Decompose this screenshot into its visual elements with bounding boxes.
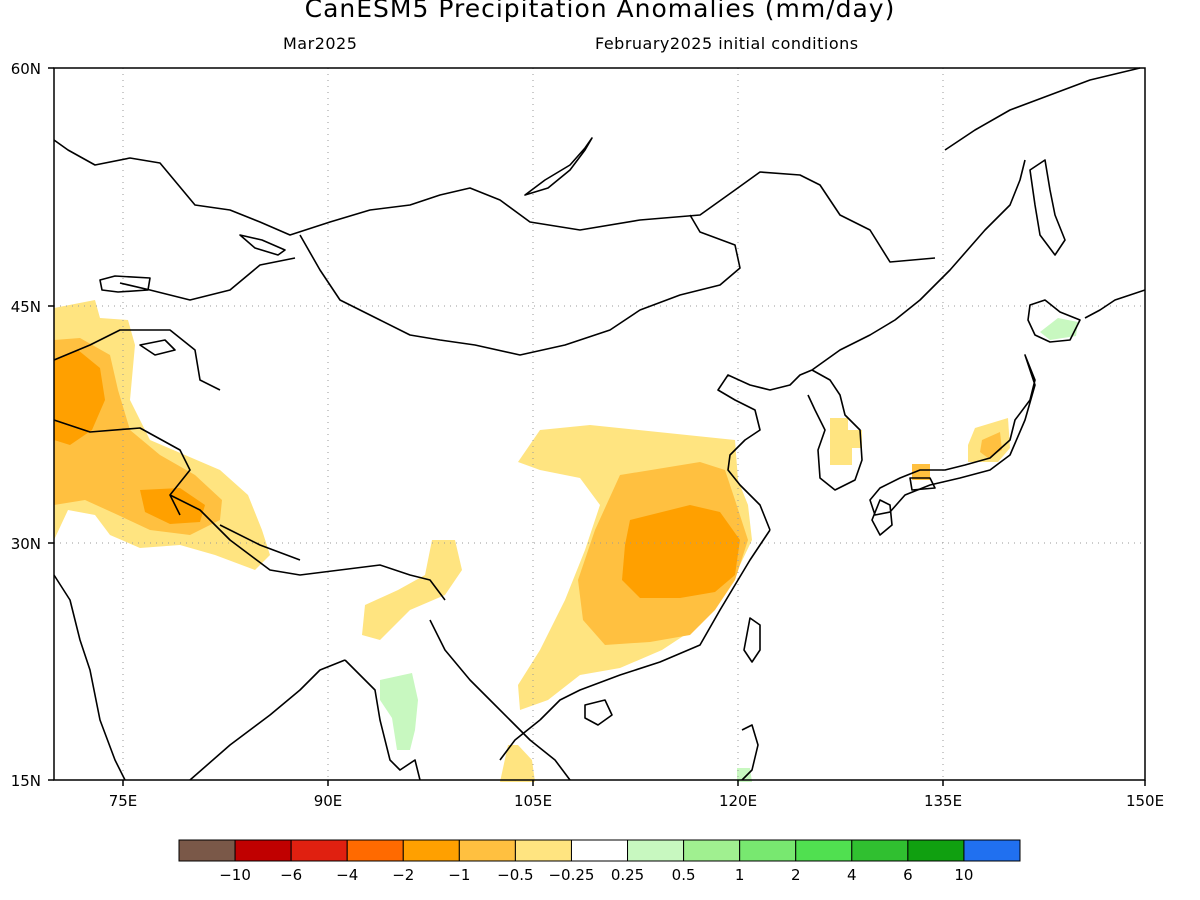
anomaly-assam [362,540,462,640]
lon-tick-label: 90E [314,792,343,810]
colorbar-label: −10 [219,866,251,884]
forecast-month: Mar2025 [283,34,358,53]
colorbar-swatch [683,839,741,862]
latitude-ticks: 60N 45N 30N 15N [11,60,54,790]
anomaly-indochina [500,745,535,782]
colorbar-label: −6 [280,866,302,884]
anomaly-china-core [622,505,740,598]
colorbar-swatch [514,839,572,862]
anomaly-shading [54,300,1078,782]
colorbar [178,839,1021,862]
lat-tick-label: 60N [11,60,41,78]
colorbar-swatch [963,839,1021,862]
colorbar-label: −0.25 [548,866,594,884]
colorbar-swatch [178,839,236,862]
colorbar-label: 0.25 [611,866,644,884]
anomaly-west-core-2 [140,488,205,524]
colorbar-swatch [739,839,797,862]
anomaly-west-core [54,350,105,445]
colorbar-label: 1 [735,866,745,884]
colorbar-label: −1 [448,866,470,884]
colorbar-label: −0.5 [497,866,533,884]
colorbar-label: 2 [791,866,801,884]
colorbar-swatch [851,839,909,862]
coastlines [53,67,1146,781]
initial-conditions-label: February2025 initial conditions [595,34,859,53]
colorbar-label: −2 [392,866,414,884]
lon-tick-label: 75E [109,792,138,810]
colorbar-label: 4 [847,866,857,884]
longitude-ticks: 75E 90E 105E 120E 135E 150E [109,780,1164,810]
colorbar-swatch [627,839,685,862]
lat-tick-label: 30N [11,535,41,553]
anomaly-burma-wet [380,673,418,750]
colorbar-swatch [570,839,629,862]
colorbar-swatch [458,839,516,862]
map-frame [53,67,1146,781]
lat-tick-label: 45N [11,298,41,316]
colorbar-swatch [795,839,853,862]
lon-tick-label: 135E [924,792,962,810]
map-gridlines [54,68,1145,780]
colorbar-label: 0.5 [672,866,696,884]
colorbar-swatch [234,839,292,862]
colorbar-swatch [907,839,965,862]
colorbar-label: 6 [903,866,913,884]
colorbar-label: 10 [954,866,973,884]
colorbar-label: −4 [336,866,358,884]
anomaly-shikoku [912,464,930,480]
colorbar-swatch [402,839,460,862]
anomaly-korea [830,418,862,465]
lon-tick-label: 120E [719,792,757,810]
colorbar-swatch [346,839,404,862]
colorbar-labels: −10 −6 −4 −2 −1 −0.5 −0.25 0.25 0.5 1 2 4 6 10 [219,866,973,884]
lat-tick-label: 15N [11,772,41,790]
map-title: CanESM5 Precipitation Anomalies (mm/day) [304,0,896,23]
lon-tick-label: 105E [514,792,552,810]
anomaly-luzon-wet [737,768,752,782]
anomaly-hokkaido-wet [1040,318,1078,340]
lon-tick-label: 150E [1126,792,1164,810]
colorbar-swatch [290,839,348,862]
